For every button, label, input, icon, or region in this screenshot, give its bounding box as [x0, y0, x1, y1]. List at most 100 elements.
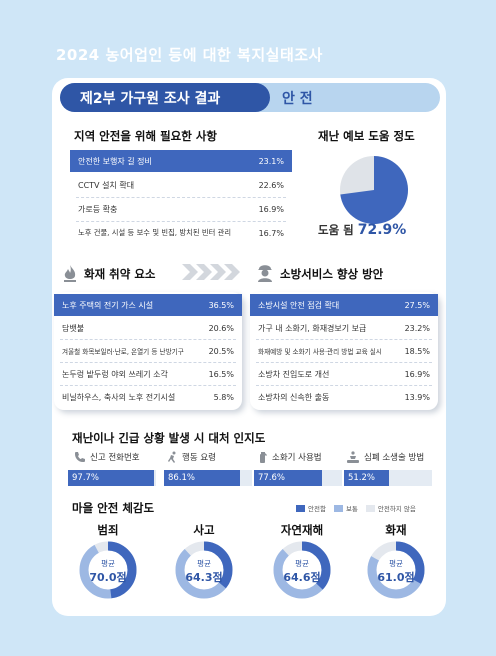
list-item: 노후 주택의 전기 가스 시설 36.5% — [54, 294, 242, 316]
awareness-bar-track: 51.2% — [344, 470, 432, 486]
safety-donut — [273, 541, 331, 599]
help-value: 72.9% — [357, 222, 407, 238]
item-value: 20.5% — [208, 346, 234, 356]
legend-item: 보통 — [333, 503, 358, 513]
avg-score: 70.0점 — [89, 571, 127, 584]
running-person-icon — [168, 451, 176, 463]
awareness-bar-fill: 97.7% — [68, 470, 154, 486]
item-label: 소방차 진입도로 개선 — [258, 369, 330, 379]
section-topic: 안 전 — [282, 90, 313, 107]
donut-center: 평균 64.6점 — [272, 558, 332, 585]
item-label: 안전한 보행자 길 정비 — [78, 156, 152, 166]
donut-safe — [175, 541, 233, 599]
awareness-label: 신고 전화번호 — [74, 451, 140, 463]
item-label: 담뱃불 — [62, 323, 85, 333]
item-label: 소방시설 안전 점검 확대 — [258, 300, 340, 310]
item-label: 소방차의 신속한 출동 — [258, 392, 330, 402]
avg-score: 64.6점 — [283, 571, 321, 584]
item-label: CCTV 설치 확대 — [78, 180, 135, 190]
legend-swatch — [296, 504, 305, 512]
safety-needs-list: 안전한 보행자 길 정비 23.1% CCTV 설치 확대 22.6% 가로등 확충… — [70, 150, 292, 242]
item-value: 23.1% — [258, 156, 284, 166]
list-item: CCTV 설치 확대 22.6% — [70, 174, 292, 196]
legend-label: 안전함 — [308, 505, 326, 513]
awareness-value: 97.7% — [72, 473, 100, 483]
donut-center: 평균 64.3점 — [174, 558, 234, 585]
disaster-help-result: 도움 됨 72.9% — [318, 222, 406, 238]
awareness-bar-fill: 77.6% — [254, 470, 323, 486]
legend-swatch — [333, 504, 343, 512]
item-value: 16.7% — [258, 228, 284, 238]
divider — [76, 197, 286, 198]
fire-risk-panel: 노후 주택의 전기 가스 시설 36.5% 담뱃불 20.6% 겨울철 화목보일러·… — [54, 292, 242, 410]
donut-safe — [273, 541, 331, 599]
avg-score: 64.3점 — [185, 571, 223, 584]
item-value: 16.5% — [208, 369, 234, 379]
divider — [60, 339, 236, 340]
awareness-bar-track: 77.6% — [254, 470, 342, 486]
awareness-bar-fill: 51.2% — [344, 470, 390, 486]
item-label: 논두렁 밭두렁 야외 쓰레기 소각 — [62, 369, 168, 379]
divider — [256, 385, 432, 386]
item-value: 27.5% — [404, 300, 430, 310]
item-value: 13.9% — [404, 392, 430, 402]
item-value: 36.5% — [208, 300, 234, 310]
safety-category-label: 범죄 — [97, 523, 119, 537]
list-item: 소방차 진입도로 개선 16.9% — [250, 363, 438, 385]
avg-label: 평균 — [389, 559, 403, 568]
disaster-help-title: 재난 예보 도움 정도 — [318, 129, 415, 143]
item-value: 20.6% — [208, 323, 234, 333]
list-item: 담뱃불 20.6% — [54, 317, 242, 339]
item-value: 18.5% — [404, 346, 430, 356]
list-item: 노후 건물, 시설 등 보수 및 빈집, 방치된 빈터 관리 16.7% — [70, 222, 292, 244]
awareness-label: 소화기 사용법 — [256, 451, 322, 463]
divider — [256, 339, 432, 340]
item-label: 겨울철 화목보일러·난로, 온열기 등 난방기구 — [62, 348, 184, 356]
legend-swatch — [365, 504, 375, 512]
item-label: 비닐하우스, 축사의 노후 전기시설 — [62, 392, 176, 402]
awareness-value: 77.6% — [258, 473, 286, 483]
divider — [60, 362, 236, 363]
list-item: 소방차의 신속한 출동 13.9% — [250, 386, 438, 408]
item-label: 노후 주택의 전기 가스 시설 — [62, 300, 154, 310]
legend-label: 보통 — [345, 505, 358, 513]
avg-label: 평균 — [197, 559, 211, 568]
pie-slice-helpful — [340, 156, 408, 224]
awareness-label: 심폐 소생술 방법 — [346, 451, 424, 463]
legend-item: 안전함 — [296, 503, 326, 513]
safety-donut — [175, 541, 233, 599]
avg-label: 평균 — [295, 559, 309, 568]
safety-category-label: 사고 — [193, 523, 215, 537]
fire-service-title: 소방서비스 향상 방안 — [280, 267, 384, 281]
list-item: 가구 내 소화기, 화재경보기 보급 23.2% — [250, 317, 438, 339]
list-item: 화재예방 및 소화기 사용·관리 방법 교육 실시 18.5% — [250, 340, 438, 362]
item-label: 가구 내 소화기, 화재경보기 보급 — [258, 323, 367, 333]
donut-center: 평균 70.0점 — [78, 558, 138, 585]
disaster-help-pie — [334, 150, 414, 230]
item-value: 23.2% — [404, 323, 430, 333]
awareness-item-label: 행동 요령 — [182, 453, 216, 463]
donut-center: 평균 61.0점 — [366, 558, 426, 585]
item-value: 22.6% — [258, 180, 284, 190]
help-caption: 도움 됨 — [318, 223, 354, 237]
item-label: 가로등 확충 — [78, 204, 118, 214]
fire-risk-title: 화재 취약 요소 — [84, 267, 156, 281]
divider — [256, 362, 432, 363]
safety-donut — [367, 541, 425, 599]
fire-service-panel: 소방시설 안전 점검 확대 27.5% 가구 내 소화기, 화재경보기 보급 23.… — [250, 292, 438, 410]
item-label: 노후 건물, 시설 등 보수 및 빈집, 방치된 빈터 관리 — [78, 228, 232, 237]
list-item: 겨울철 화목보일러·난로, 온열기 등 난방기구 20.5% — [54, 340, 242, 362]
pie-chart — [340, 156, 408, 224]
phone-icon — [75, 452, 85, 462]
avg-score: 61.0점 — [377, 571, 415, 584]
list-item: 논두렁 밭두렁 야외 쓰레기 소각 16.5% — [54, 363, 242, 385]
item-label: 화재예방 및 소화기 사용·관리 방법 교육 실시 — [258, 348, 382, 356]
section-label: 제2부 가구원 조사 결과 — [60, 83, 270, 112]
awareness-bar-track: 86.1% — [164, 470, 252, 486]
divider — [76, 221, 286, 222]
perceived-safety-title: 마을 안전 체감도 — [72, 501, 155, 515]
legend: 안전함 보통 안전하지 않음 — [296, 503, 416, 513]
awareness-item-label: 신고 전화번호 — [90, 453, 140, 463]
legend-item: 안전하지 않음 — [365, 503, 416, 513]
item-value: 16.9% — [258, 204, 284, 214]
